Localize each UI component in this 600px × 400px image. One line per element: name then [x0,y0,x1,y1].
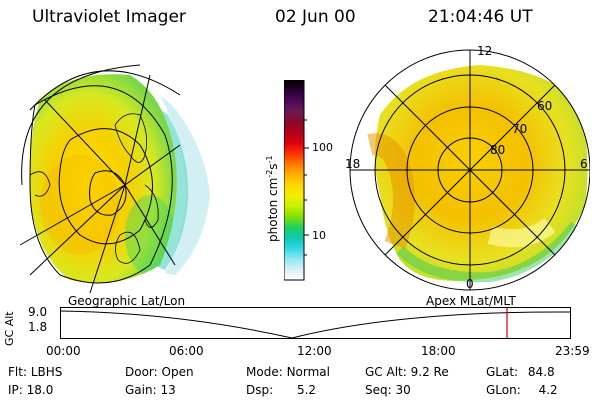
mlt-label-12: 12 [477,44,493,58]
status-glat-label: GLat: [486,365,519,379]
right-panel-caption: Apex MLat/MLT [426,294,516,308]
status-seq-label: Seq: [365,383,392,397]
unit-exp2: -1 [265,155,274,164]
geographic-grid [19,64,181,294]
status-door: Door: Open [125,365,194,379]
status-mode-label: Mode: [246,365,283,379]
status-gain-label: Gain: [125,383,157,397]
altitude-ytick-max: 9.0 [28,305,48,319]
altitude-ytick-min: 1.8 [28,320,48,334]
status-ip-label: IP: [8,383,23,397]
status-gain-value: 13 [160,383,176,397]
unit-main: photon cm [266,177,280,242]
mlat-label-70: 70 [512,122,528,136]
status-door-value: Open [161,365,194,379]
altitude-ylabel: GC Alt [3,311,16,346]
status-seq: Seq: 30 [365,383,411,397]
status-gain: Gain: 13 [125,383,176,397]
app-title: Ultraviolet Imager [32,7,186,27]
colorbar [284,80,309,281]
auroral-emission [29,74,177,283]
status-gc-alt-value: 9.2 Re [410,365,449,379]
mlat-label-80: 80 [490,143,506,157]
coastlines [29,113,159,264]
mlat-mlt-grid [349,49,590,291]
status-seq-value: 30 [395,383,411,397]
altitude-xtick-0600: 06:00 [169,344,204,358]
altitude-xtick-1200: 12:00 [297,344,332,358]
status-mode: Mode: Normal [246,365,330,379]
status-glat: GLat: 84.8 [486,365,555,379]
altitude-xtick-0000: 00:00 [46,344,81,358]
mlt-label-0: 0 [466,277,474,291]
status-door-label: Door: [125,365,158,379]
status-dsp: Dsp: 5.2 [246,383,316,397]
altitude-plot-frame [60,307,571,339]
altitude-curve [60,310,571,339]
colorbar-ticks [304,119,309,256]
unit-exp1: -2 [265,169,274,178]
geographic-auroral-image [19,64,210,294]
status-ip: IP: 18.0 [8,383,53,397]
status-dsp-value: 5.2 [296,383,317,397]
status-glon: GLon: 4.2 [486,383,558,397]
mlat-label-60: 60 [537,99,553,113]
left-panel-caption: Geographic Lat/Lon [68,294,186,308]
image-date: 02 Jun 00 [275,7,356,27]
colorbar-tick-10: 10 [312,229,326,242]
status-filter-label: Flt: [8,365,27,379]
status-gc-alt: GC Alt: 9.2 Re [365,365,449,379]
status-filter: Flt: LBHS [8,365,62,379]
status-ip-value: 18.0 [26,383,54,397]
status-glon-label: GLon: [486,383,521,397]
colorbar-unit-label: photon cm-2s-1 [265,155,280,242]
mlt-label-18: 18 [345,157,361,171]
colorbar-tick-100: 100 [312,141,333,154]
status-glon-value: 4.2 [538,383,558,397]
altitude-plot [60,307,571,339]
emission-speckle [155,95,210,275]
mlt-label-6: 6 [580,157,588,171]
magnetic-polar-image [349,49,590,291]
status-filter-value: LBHS [30,365,63,379]
image-time: 21:04:46 UT [428,7,533,27]
unit-s: s [266,163,280,170]
status-mode-value: Normal [286,365,330,379]
altitude-xtick-2359: 23:59 [555,344,590,358]
status-glat-value: 84.8 [527,365,555,379]
status-dsp-label: Dsp: [246,383,274,397]
status-gc-alt-label: GC Alt: [365,365,407,379]
altitude-xtick-1800: 18:00 [421,344,456,358]
